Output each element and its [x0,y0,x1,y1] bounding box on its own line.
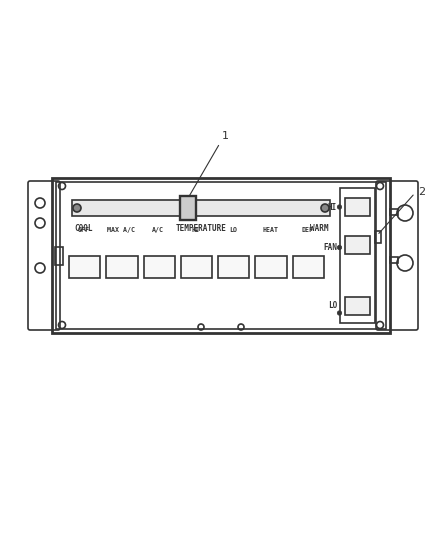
Bar [345,236,370,254]
Bar [345,198,370,216]
Text: WARM: WARM [310,224,328,233]
Text: LO: LO [229,227,237,233]
Bar [218,256,249,278]
Bar [144,256,175,278]
Text: COOL: COOL [74,224,92,233]
Text: HI: HI [328,203,337,212]
Bar [340,188,375,323]
Circle shape [73,204,81,212]
Text: FAN: FAN [323,243,337,252]
Bar [72,200,330,216]
Text: A/C: A/C [152,227,164,233]
Text: 1: 1 [222,131,229,141]
Bar [106,256,138,278]
Circle shape [321,204,329,212]
Text: TEMPERATURE: TEMPERATURE [176,224,226,233]
Text: MAX A/C: MAX A/C [107,227,135,233]
Circle shape [337,311,342,315]
Text: 2: 2 [418,187,425,197]
Bar [180,196,196,220]
Text: LO: LO [328,302,337,311]
Text: OFF: OFF [78,227,90,233]
Text: HEAT: HEAT [262,227,278,233]
Bar [52,178,390,333]
Bar [255,256,287,278]
Bar [56,182,386,329]
Bar [69,256,100,278]
Bar [55,247,63,265]
Bar [390,209,398,215]
Circle shape [337,205,342,209]
Bar [293,256,324,278]
Bar [181,256,212,278]
Bar [345,297,370,315]
Text: DEF: DEF [301,227,313,233]
Text: HI: HI [191,227,199,233]
Bar [390,257,398,263]
Bar [375,231,381,243]
Circle shape [337,245,342,249]
